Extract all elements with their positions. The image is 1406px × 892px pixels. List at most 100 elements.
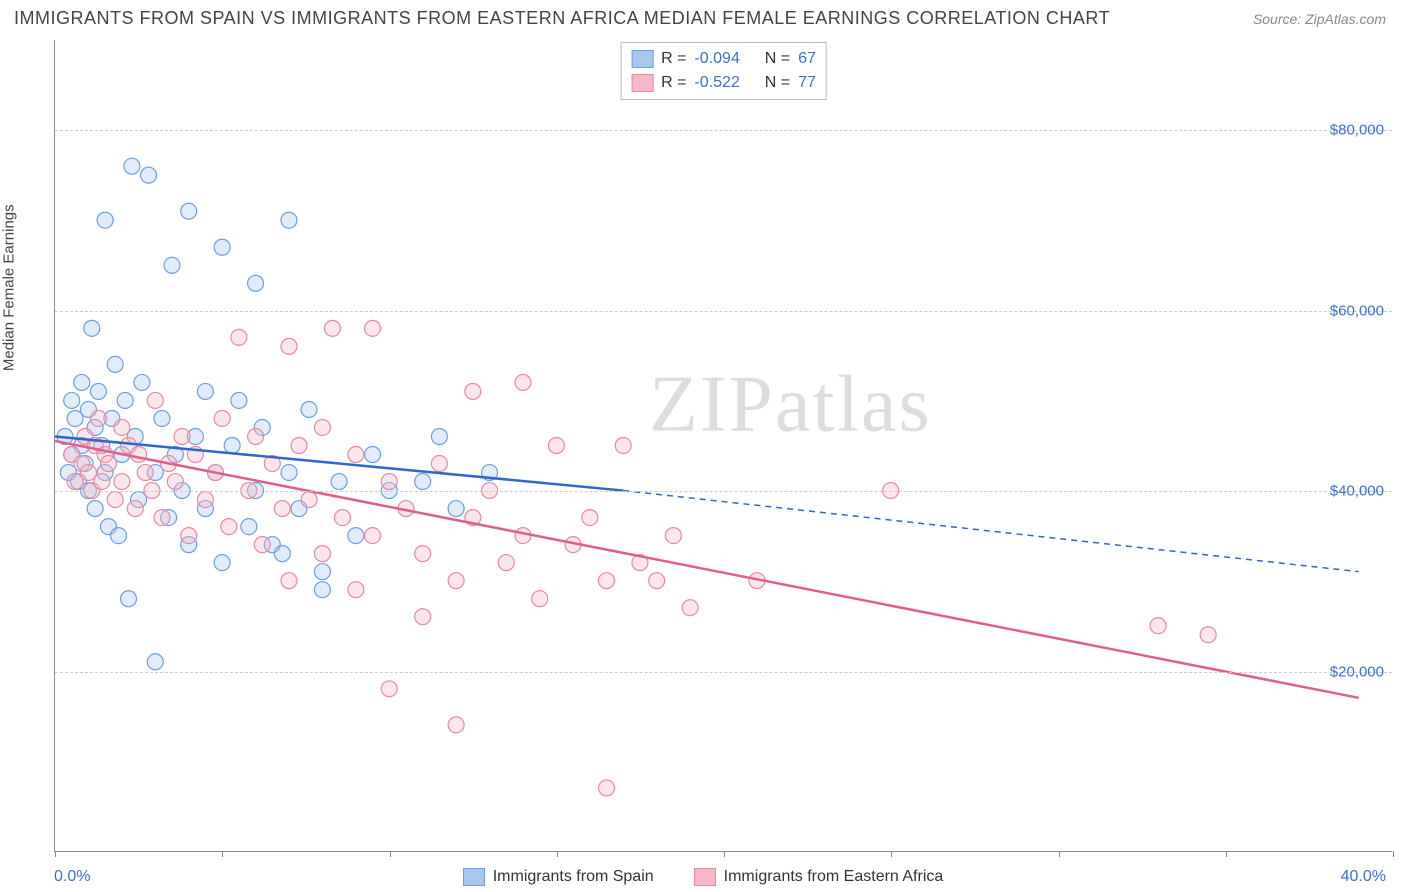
data-point [565, 537, 581, 553]
legend-n-label: N = [765, 47, 790, 71]
x-tick [557, 851, 558, 857]
data-point [127, 428, 143, 444]
data-point [248, 428, 264, 444]
data-point [331, 474, 347, 490]
legend-n-value: 67 [798, 47, 816, 71]
gridline [55, 491, 1392, 492]
data-point [448, 501, 464, 517]
legend-r-label: R = [661, 71, 686, 95]
data-point [60, 465, 76, 481]
data-point [94, 474, 110, 490]
data-point [365, 320, 381, 336]
data-point [214, 410, 230, 426]
data-point [147, 465, 163, 481]
data-point [214, 555, 230, 571]
data-point [80, 401, 96, 417]
data-point [90, 410, 106, 426]
data-point [365, 447, 381, 463]
data-point [114, 447, 130, 463]
data-point [57, 428, 73, 444]
data-point [224, 438, 240, 454]
data-point [131, 492, 147, 508]
data-point [381, 474, 397, 490]
data-point [167, 447, 183, 463]
data-point [274, 546, 290, 562]
data-point [281, 465, 297, 481]
regression-line [55, 441, 1359, 698]
data-point [231, 329, 247, 345]
data-point [465, 383, 481, 399]
data-point [599, 573, 615, 589]
data-point [174, 428, 190, 444]
legend-r-value: -0.522 [694, 71, 739, 95]
data-point [582, 510, 598, 526]
x-tick [55, 851, 56, 857]
x-tick [724, 851, 725, 857]
data-point [415, 474, 431, 490]
legend-item: Immigrants from Spain [463, 868, 654, 886]
data-point [381, 681, 397, 697]
chart-header: IMMIGRANTS FROM SPAIN VS IMMIGRANTS FROM… [0, 0, 1406, 29]
data-point [301, 492, 317, 508]
data-point [448, 573, 464, 589]
legend-label: Immigrants from Spain [493, 868, 654, 886]
data-point [107, 492, 123, 508]
data-point [181, 528, 197, 544]
data-point [301, 401, 317, 417]
data-point [334, 510, 350, 526]
data-point [94, 438, 110, 454]
y-tick-label: $40,000 [1330, 483, 1384, 500]
data-point [498, 555, 514, 571]
data-point [281, 338, 297, 354]
data-point [207, 465, 223, 481]
data-point [415, 609, 431, 625]
data-point [181, 537, 197, 553]
data-point [254, 419, 270, 435]
data-point [274, 501, 290, 517]
data-point [100, 456, 116, 472]
data-point [431, 428, 447, 444]
data-point [107, 356, 123, 372]
data-point [121, 438, 137, 454]
data-point [398, 501, 414, 517]
legend-r-value: -0.094 [694, 47, 739, 71]
data-point [465, 510, 481, 526]
data-point [74, 456, 90, 472]
data-point [104, 410, 120, 426]
data-point [314, 419, 330, 435]
data-point [448, 717, 464, 733]
legend-swatch [631, 50, 653, 68]
data-point [127, 501, 143, 517]
data-point [615, 438, 631, 454]
data-point [415, 546, 431, 562]
x-tick [891, 851, 892, 857]
data-point [97, 465, 113, 481]
data-point [264, 537, 280, 553]
legend-swatch [694, 868, 716, 886]
data-point [67, 474, 83, 490]
legend-row: R = -0.094 N = 67 [631, 47, 816, 71]
data-point [154, 510, 170, 526]
data-point [121, 591, 137, 607]
y-tick-label: $20,000 [1330, 663, 1384, 680]
x-tick [1059, 851, 1060, 857]
data-point [482, 465, 498, 481]
data-point [365, 528, 381, 544]
data-point [74, 438, 90, 454]
data-point [134, 374, 150, 390]
data-point [87, 419, 103, 435]
legend-item: Immigrants from Eastern Africa [694, 868, 944, 886]
data-point [682, 600, 698, 616]
x-tick [1393, 851, 1394, 857]
data-point [515, 528, 531, 544]
legend-row: R = -0.522 N = 77 [631, 71, 816, 95]
data-point [548, 438, 564, 454]
data-point [207, 465, 223, 481]
y-tick-label: $80,000 [1330, 122, 1384, 139]
data-point [187, 447, 203, 463]
legend-n-label: N = [765, 71, 790, 95]
data-point [214, 239, 230, 255]
data-point [1200, 627, 1216, 643]
data-point [84, 320, 100, 336]
data-point [599, 780, 615, 796]
